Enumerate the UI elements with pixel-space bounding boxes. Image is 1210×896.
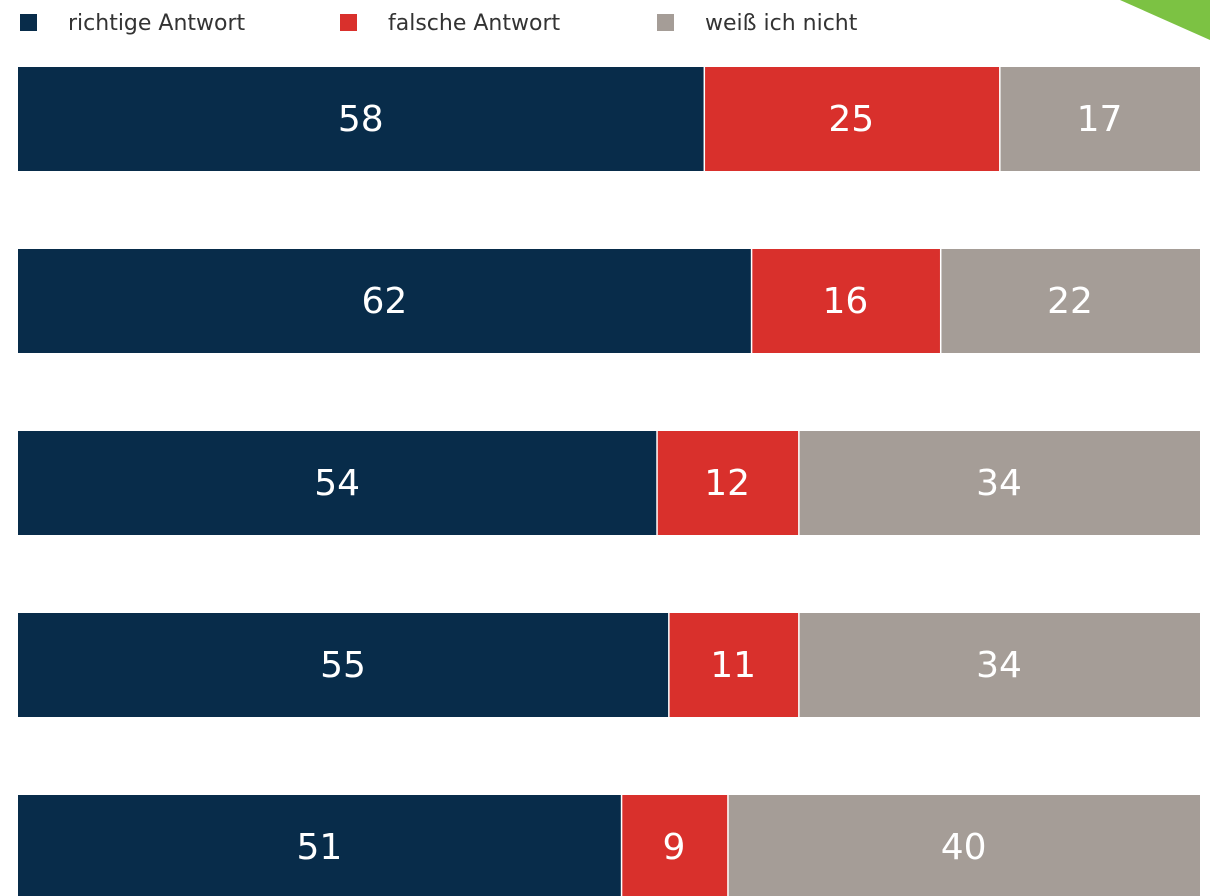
legend-swatch (657, 14, 674, 31)
data-label: 34 (976, 463, 1022, 504)
data-label: 55 (320, 645, 366, 686)
data-label: 25 (828, 99, 874, 140)
legend-swatch (20, 14, 37, 31)
bar-segment (18, 249, 751, 353)
data-label: 62 (362, 281, 408, 322)
data-label: 34 (976, 645, 1022, 686)
data-label: 9 (663, 827, 686, 868)
data-label: 54 (314, 463, 360, 504)
legend-label: richtige Antwort (68, 11, 246, 36)
legend-swatch (340, 14, 357, 31)
bar-segment (799, 613, 1200, 717)
bar-segment (752, 249, 940, 353)
bar-segment (18, 613, 669, 717)
data-label: 51 (297, 827, 343, 868)
bar-segment (728, 795, 1200, 896)
bar-segment (669, 613, 799, 717)
bar-segment (18, 431, 657, 535)
data-label: 22 (1047, 281, 1093, 322)
data-label: 58 (338, 99, 384, 140)
data-label: 12 (704, 463, 750, 504)
bar-segment (657, 431, 799, 535)
bar-segment (799, 431, 1200, 535)
data-label: 40 (941, 827, 987, 868)
data-label: 11 (710, 645, 756, 686)
data-label: 17 (1077, 99, 1123, 140)
legend-label: falsche Antwort (388, 11, 560, 36)
bar-segment (1000, 67, 1200, 171)
bar-segment (705, 67, 1000, 171)
legend-label: weiß ich nicht (705, 11, 858, 36)
data-label: 16 (822, 281, 868, 322)
bar-segment (941, 249, 1200, 353)
bar-segment (18, 795, 621, 896)
bar-segment (622, 795, 728, 896)
corner-decoration (1120, 0, 1210, 40)
bar-segment (18, 67, 704, 171)
